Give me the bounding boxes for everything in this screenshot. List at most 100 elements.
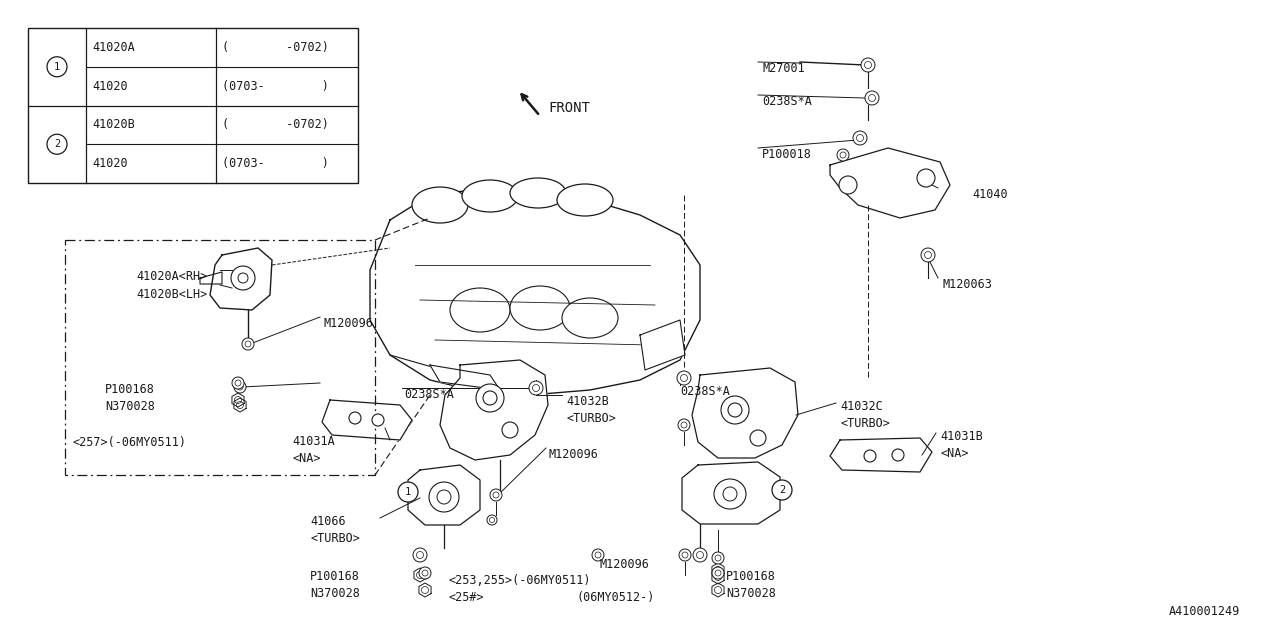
Ellipse shape (714, 479, 746, 509)
Bar (65, 240, 375, 475)
Text: 41031A: 41031A (292, 435, 335, 448)
Text: 41032C: 41032C (840, 400, 883, 413)
Ellipse shape (230, 266, 255, 290)
Circle shape (864, 450, 876, 462)
Text: M120096: M120096 (599, 558, 649, 571)
Ellipse shape (509, 178, 566, 208)
Text: 0238S*A: 0238S*A (680, 385, 730, 398)
Text: N370028: N370028 (105, 400, 155, 413)
Circle shape (593, 549, 604, 561)
Text: 1: 1 (404, 487, 411, 497)
Text: A410001249: A410001249 (1169, 605, 1240, 618)
Text: (06MY0512-): (06MY0512-) (576, 591, 654, 604)
Circle shape (490, 489, 502, 501)
Text: 2: 2 (54, 140, 60, 149)
Text: 0238S*A: 0238S*A (762, 95, 812, 108)
Circle shape (413, 548, 428, 562)
Circle shape (349, 412, 361, 424)
Polygon shape (370, 188, 700, 395)
Circle shape (772, 480, 792, 500)
Text: P100168: P100168 (310, 570, 360, 583)
Text: 41031B: 41031B (940, 430, 983, 443)
Ellipse shape (838, 176, 858, 194)
Ellipse shape (509, 286, 570, 330)
Circle shape (922, 248, 934, 262)
Text: M120063: M120063 (942, 278, 992, 291)
Polygon shape (829, 148, 950, 218)
Circle shape (234, 381, 246, 393)
Text: M120096: M120096 (323, 317, 372, 330)
Polygon shape (323, 400, 412, 440)
Text: <TURBO>: <TURBO> (310, 532, 360, 545)
Circle shape (372, 414, 384, 426)
Text: 41020: 41020 (92, 79, 128, 93)
Polygon shape (408, 465, 480, 525)
Circle shape (852, 131, 867, 145)
Polygon shape (640, 320, 685, 370)
Circle shape (486, 515, 497, 525)
Polygon shape (682, 462, 780, 524)
Text: <257>(-06MY0511): <257>(-06MY0511) (72, 436, 186, 449)
Ellipse shape (412, 187, 468, 223)
Text: <NA>: <NA> (940, 447, 969, 460)
Text: 41020A: 41020A (92, 41, 134, 54)
Ellipse shape (562, 298, 618, 338)
Text: 41032B: 41032B (566, 395, 609, 408)
Circle shape (837, 149, 849, 161)
Text: FRONT: FRONT (548, 101, 590, 115)
Circle shape (47, 57, 67, 77)
Circle shape (476, 384, 504, 412)
Text: P100168: P100168 (105, 383, 155, 396)
Text: <25#>: <25#> (448, 591, 484, 604)
Text: 41066: 41066 (310, 515, 346, 528)
Circle shape (47, 134, 67, 154)
Circle shape (692, 548, 707, 562)
Ellipse shape (238, 273, 248, 283)
Text: 2: 2 (778, 485, 785, 495)
Polygon shape (210, 248, 273, 310)
Circle shape (678, 549, 691, 561)
Circle shape (728, 403, 742, 417)
Circle shape (398, 482, 419, 502)
Circle shape (502, 422, 518, 438)
Circle shape (529, 381, 543, 395)
Circle shape (712, 567, 724, 579)
Text: <TURBO>: <TURBO> (840, 417, 890, 430)
Polygon shape (712, 563, 724, 577)
Circle shape (721, 396, 749, 424)
Text: (0703-        ): (0703- ) (221, 79, 329, 93)
Circle shape (861, 58, 876, 72)
Polygon shape (234, 398, 246, 412)
Text: 41020B: 41020B (92, 118, 134, 131)
Polygon shape (419, 583, 431, 597)
Text: <NA>: <NA> (292, 452, 320, 465)
Text: 41020B<LH>: 41020B<LH> (136, 288, 207, 301)
Text: P100018: P100018 (762, 148, 812, 161)
Text: M27001: M27001 (762, 62, 805, 75)
Circle shape (712, 552, 724, 564)
Ellipse shape (451, 288, 509, 332)
Text: M120096: M120096 (548, 448, 598, 461)
Text: <253,255>(-06MY0511): <253,255>(-06MY0511) (448, 574, 590, 587)
Polygon shape (430, 365, 500, 390)
Ellipse shape (436, 490, 451, 504)
Text: (        -0702): ( -0702) (221, 118, 329, 131)
Polygon shape (829, 438, 932, 472)
Circle shape (865, 91, 879, 105)
Text: 1: 1 (54, 61, 60, 72)
Text: <TURBO>: <TURBO> (566, 412, 616, 425)
Polygon shape (413, 568, 426, 582)
Text: 41040: 41040 (972, 188, 1007, 201)
Circle shape (419, 567, 431, 579)
Text: P100168: P100168 (726, 570, 776, 583)
Text: N370028: N370028 (726, 587, 776, 600)
Circle shape (483, 391, 497, 405)
Circle shape (750, 430, 765, 446)
Polygon shape (232, 393, 244, 407)
Polygon shape (712, 583, 724, 597)
Text: 41020A<RH>: 41020A<RH> (136, 270, 207, 283)
Ellipse shape (429, 482, 460, 512)
Circle shape (892, 449, 904, 461)
Ellipse shape (557, 184, 613, 216)
Text: (        -0702): ( -0702) (221, 41, 329, 54)
